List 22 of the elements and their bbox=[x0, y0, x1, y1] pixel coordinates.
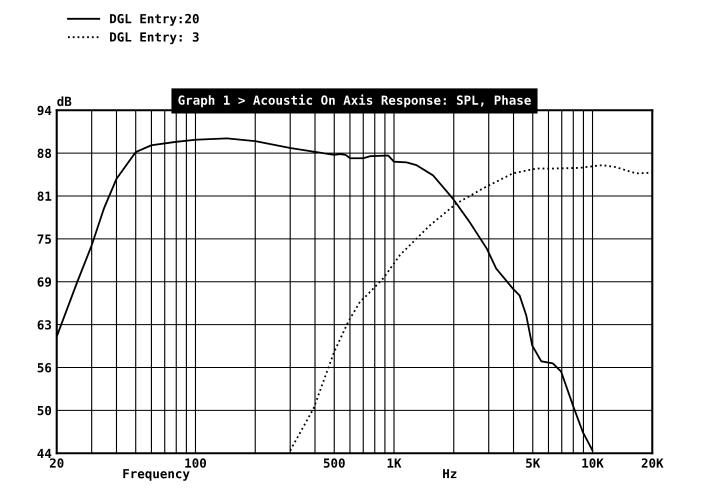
x-tick-label: 5K bbox=[526, 458, 540, 468]
x-tick-label: 10K bbox=[582, 458, 604, 468]
y-tick-label: 88 bbox=[38, 148, 52, 158]
x-tick-label: 1K bbox=[388, 458, 402, 468]
legend-label: DGL Entry: 3 bbox=[110, 32, 199, 44]
y-tick-label: 56 bbox=[38, 362, 52, 372]
y-tick-label: 63 bbox=[38, 320, 52, 330]
x-tick-label: 500 bbox=[324, 458, 345, 468]
y-tick-label: 81 bbox=[38, 191, 52, 201]
y-tick-label: 94 bbox=[37, 106, 52, 116]
x-tick-label: 20 bbox=[50, 458, 64, 468]
y-tick-label: 69 bbox=[38, 277, 52, 287]
x-tick-label: 100 bbox=[185, 458, 206, 468]
x-axis-title: Frequency bbox=[123, 469, 190, 481]
y-axis-title: dB bbox=[57, 96, 72, 106]
legend-label: DGL Entry:20 bbox=[110, 14, 199, 26]
chart-title: Graph 1 > Acoustic On Axis Response: SPL, Phase bbox=[178, 94, 531, 108]
y-tick-label: 75 bbox=[38, 234, 52, 244]
text: Hz bbox=[443, 469, 456, 478]
y-tick-label: 44 bbox=[37, 448, 52, 458]
y-tick-label: 50 bbox=[38, 406, 52, 416]
x-tick-label: 20K bbox=[642, 458, 664, 468]
